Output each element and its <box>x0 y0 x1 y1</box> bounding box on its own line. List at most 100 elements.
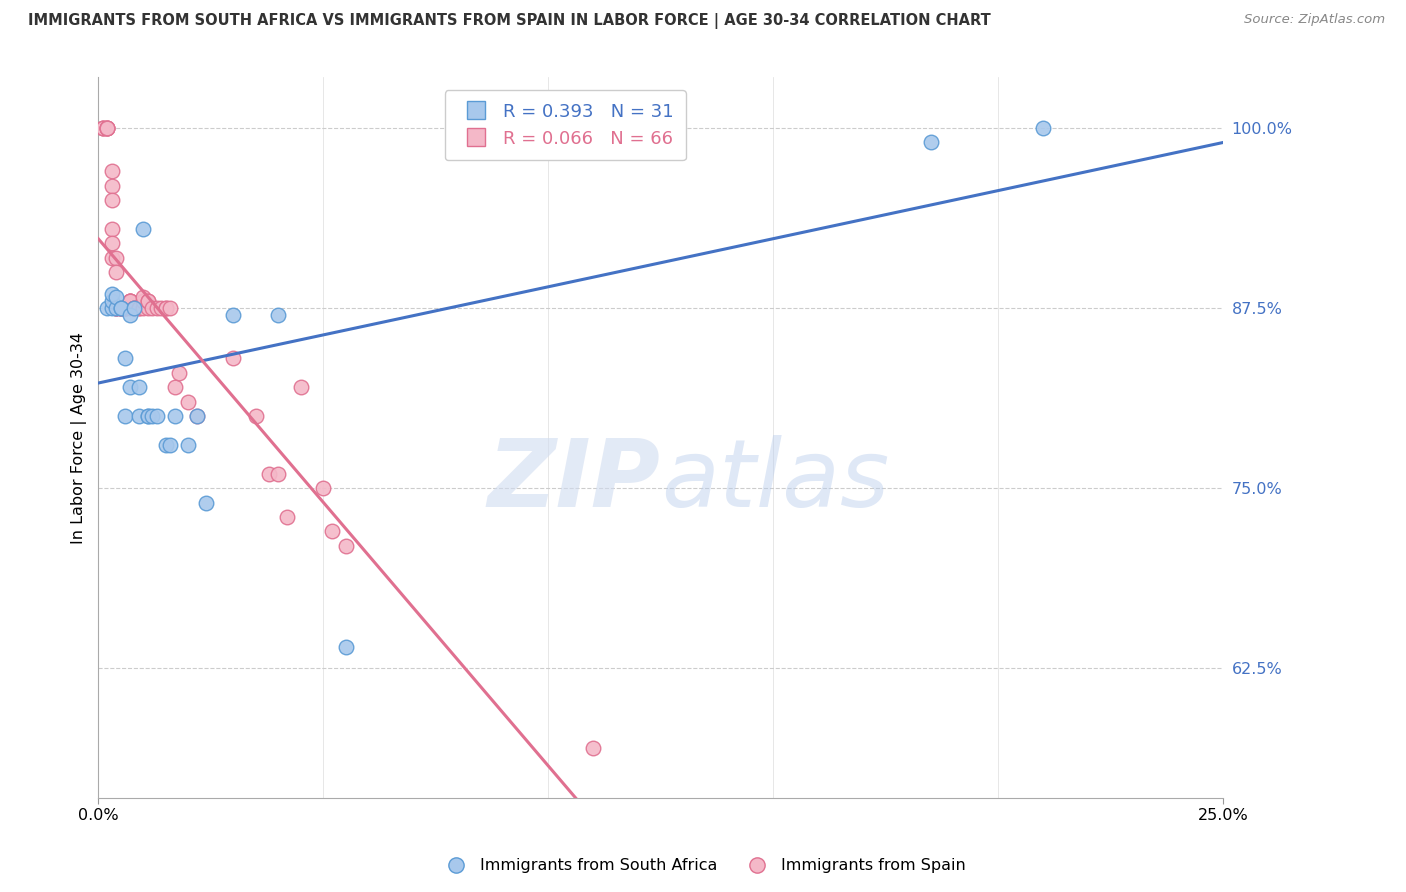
Point <box>186 409 208 424</box>
Point <box>177 394 200 409</box>
Point <box>146 409 169 424</box>
Point <box>110 301 132 315</box>
Point <box>114 301 136 315</box>
Point <box>312 481 335 495</box>
Point <box>105 301 128 315</box>
Point <box>132 221 155 235</box>
Point <box>920 136 942 150</box>
Point <box>335 640 357 654</box>
Point <box>118 293 141 308</box>
Point <box>96 120 118 135</box>
Point <box>91 120 114 135</box>
Point <box>267 467 290 481</box>
Point <box>335 539 357 553</box>
Point <box>1032 120 1054 135</box>
Point <box>105 301 128 315</box>
Point <box>155 301 177 315</box>
Y-axis label: In Labor Force | Age 30-34: In Labor Force | Age 30-34 <box>72 332 87 544</box>
Point <box>267 308 290 322</box>
Point <box>141 301 163 315</box>
Point <box>105 301 128 315</box>
Point <box>582 740 605 755</box>
Point <box>114 409 136 424</box>
Point <box>110 301 132 315</box>
Legend: Immigrants from South Africa, Immigrants from Spain: Immigrants from South Africa, Immigrants… <box>433 852 973 880</box>
Point <box>105 289 128 303</box>
Point <box>132 289 155 303</box>
Point <box>136 301 159 315</box>
Text: ZIP: ZIP <box>488 435 661 527</box>
Point <box>136 409 159 424</box>
Text: atlas: atlas <box>661 435 889 526</box>
Point <box>118 301 141 315</box>
Point <box>114 301 136 315</box>
Point <box>276 510 298 524</box>
Point <box>91 120 114 135</box>
Point <box>105 251 128 265</box>
Point <box>159 438 181 452</box>
Point <box>110 301 132 315</box>
Point <box>124 301 146 315</box>
Point <box>159 301 181 315</box>
Point <box>118 308 141 322</box>
Point <box>110 301 132 315</box>
Point <box>114 351 136 366</box>
Point <box>155 438 177 452</box>
Point <box>101 221 124 235</box>
Point <box>96 120 118 135</box>
Point <box>101 251 124 265</box>
Point <box>105 301 128 315</box>
Point <box>128 301 150 315</box>
Point <box>114 301 136 315</box>
Point <box>105 265 128 279</box>
Point <box>136 409 159 424</box>
Point <box>101 236 124 251</box>
Point <box>96 120 118 135</box>
Point <box>118 380 141 394</box>
Point <box>146 301 169 315</box>
Point <box>163 380 186 394</box>
Point <box>195 495 218 509</box>
Point <box>110 301 132 315</box>
Point <box>118 293 141 308</box>
Point <box>124 301 146 315</box>
Point <box>96 120 118 135</box>
Legend: R = 0.393   N = 31, R = 0.066   N = 66: R = 0.393 N = 31, R = 0.066 N = 66 <box>444 90 686 161</box>
Point <box>101 293 124 308</box>
Point <box>222 308 245 322</box>
Point <box>96 301 118 315</box>
Text: IMMIGRANTS FROM SOUTH AFRICA VS IMMIGRANTS FROM SPAIN IN LABOR FORCE | AGE 30-34: IMMIGRANTS FROM SOUTH AFRICA VS IMMIGRAN… <box>28 13 991 29</box>
Point <box>91 120 114 135</box>
Point <box>128 301 150 315</box>
Point <box>290 380 312 394</box>
Point <box>141 409 163 424</box>
Point <box>118 293 141 308</box>
Point <box>105 301 128 315</box>
Point <box>150 301 173 315</box>
Point <box>177 438 200 452</box>
Point <box>128 409 150 424</box>
Point <box>110 301 132 315</box>
Point <box>163 409 186 424</box>
Point <box>101 286 124 301</box>
Point <box>124 301 146 315</box>
Point <box>110 301 132 315</box>
Point <box>114 301 136 315</box>
Point <box>118 293 141 308</box>
Point <box>245 409 267 424</box>
Point <box>132 301 155 315</box>
Point <box>110 301 132 315</box>
Point <box>124 301 146 315</box>
Point <box>101 164 124 178</box>
Point <box>101 178 124 193</box>
Point <box>136 293 159 308</box>
Point <box>110 301 132 315</box>
Point <box>136 293 159 308</box>
Point <box>155 301 177 315</box>
Point <box>101 301 124 315</box>
Point <box>259 467 281 481</box>
Point <box>321 524 343 539</box>
Point <box>169 366 191 380</box>
Point <box>132 293 155 308</box>
Text: Source: ZipAtlas.com: Source: ZipAtlas.com <box>1244 13 1385 27</box>
